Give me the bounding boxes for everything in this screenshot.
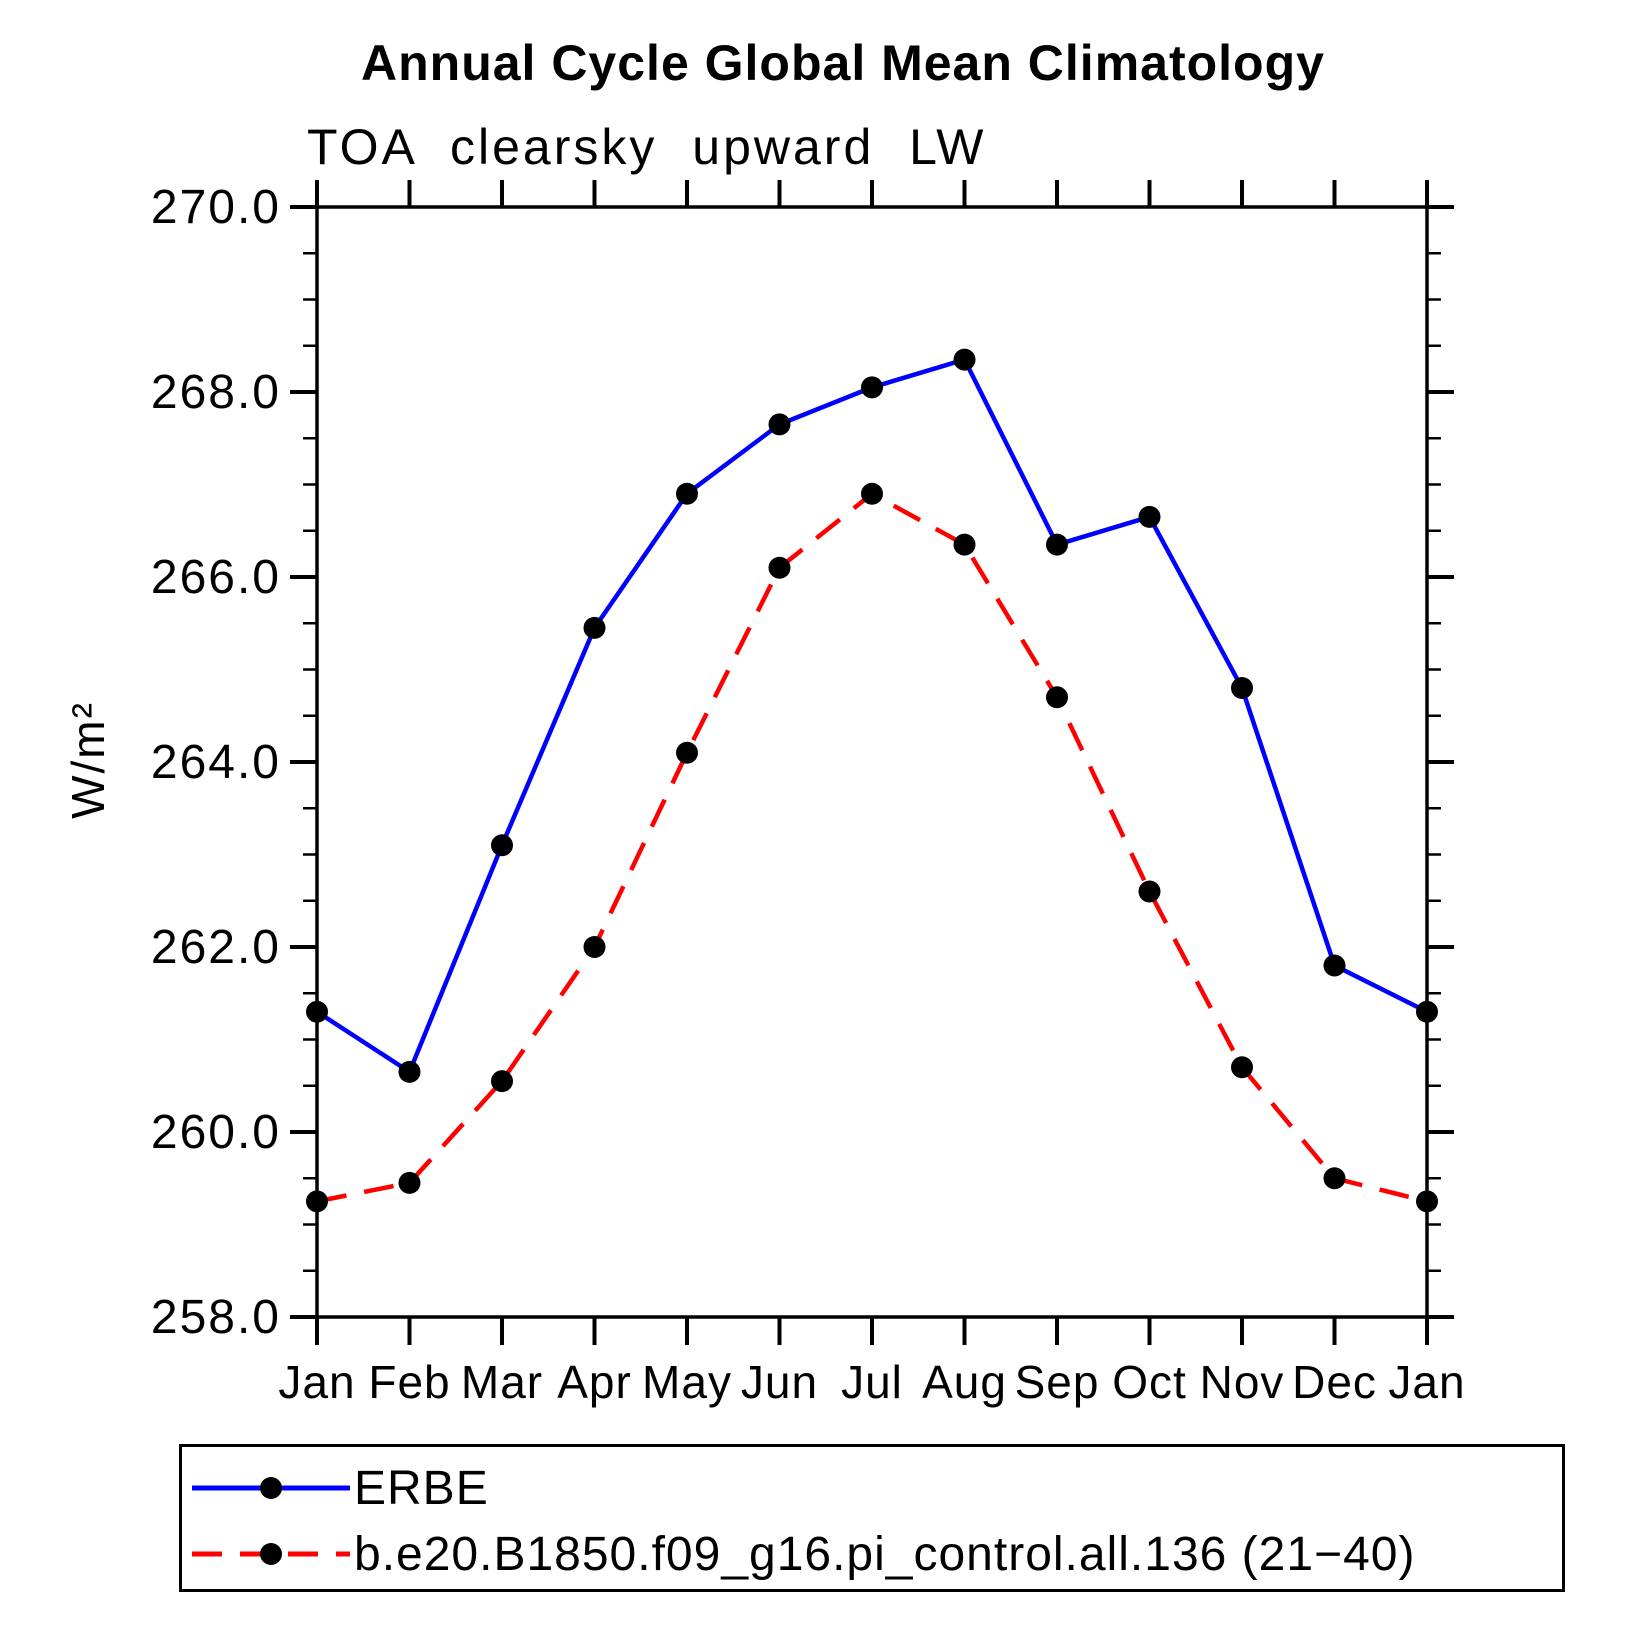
- y-tick-labels: 270.0 268.0 266.0 264.0 262.0 260.0 258.0: [151, 181, 281, 1344]
- legend-label-model: b.e20.B1850.f09_g16.pi_control.all.136 (…: [354, 1527, 1416, 1581]
- y-tick-label: 266.0: [151, 551, 281, 604]
- erbe-data-point-nov-10: [1231, 677, 1253, 699]
- model-line-sample: [192, 1543, 350, 1565]
- x-tick-label: Dec: [1292, 1356, 1377, 1408]
- model-data-point-dec-11: [1323, 1167, 1346, 1190]
- model-data-point-jun-5: [768, 556, 791, 579]
- y-tick-label: 258.0: [151, 1291, 281, 1344]
- erbe-data-point-aug-7: [953, 348, 976, 371]
- erbe-data-point-jun-5: [768, 413, 791, 436]
- x-tick-label: Nov: [1200, 1356, 1285, 1408]
- y-tick-label: 264.0: [151, 736, 281, 789]
- legend-box: ERBE b.e20.B1850.f09_g16.pi_control.all.…: [179, 1444, 1565, 1592]
- legend-label-erbe: ERBE: [354, 1461, 489, 1515]
- axis-ticks: [290, 180, 1454, 1345]
- model-line: [316, 491, 1428, 1204]
- data-series: [306, 348, 1438, 1213]
- x-tick-label: Jun: [741, 1356, 818, 1408]
- model-data-point-aug-7: [953, 533, 976, 556]
- erbe-data-point-feb-1: [398, 1060, 421, 1083]
- model-data-point-nov-10: [1231, 1056, 1253, 1079]
- y-tick-label: 270.0: [151, 181, 281, 234]
- model-data-point-feb-1: [398, 1171, 421, 1194]
- x-tick-label: Jan: [278, 1356, 355, 1408]
- erbe-line-sample: [192, 1477, 350, 1499]
- x-tick-label: May: [642, 1356, 732, 1408]
- x-tick-label: Mar: [461, 1356, 543, 1408]
- erbe-line: [315, 356, 1429, 1076]
- x-tick-label: Sep: [1015, 1356, 1100, 1408]
- legend-entry-model: b.e20.B1850.f09_g16.pi_control.all.136 (…: [190, 1521, 1415, 1587]
- model-data-point-jan-12: [1416, 1190, 1438, 1213]
- model-data-point-apr-3: [583, 936, 606, 958]
- plot-frame-box: [315, 205, 1429, 1319]
- x-tick-label: Feb: [368, 1356, 450, 1408]
- x-tick-label: Jul: [841, 1356, 903, 1408]
- x-tick-label: Aug: [922, 1356, 1007, 1408]
- model-data-point-mar-2: [491, 1070, 513, 1093]
- chart-subtitle: TOA clearsky upward LW: [307, 119, 987, 175]
- plot-frame: [315, 205, 1429, 1319]
- model-data-point-jul-6: [861, 482, 883, 505]
- erbe-data-point-jan-12: [1416, 1000, 1438, 1023]
- model-data-point-may-4: [676, 741, 698, 764]
- x-tick-label: Oct: [1112, 1356, 1187, 1408]
- erbe-data-point-jan-0: [306, 1000, 328, 1023]
- y-tick-label: 260.0: [151, 1106, 281, 1159]
- erbe-data-point-may-4: [676, 482, 698, 505]
- x-tick-label: Jan: [1388, 1356, 1465, 1408]
- erbe-data-point-mar-2: [491, 834, 513, 857]
- y-tick-label: 262.0: [151, 921, 281, 974]
- x-tick-labels: Jan Feb Mar Apr May Jun Jul Aug Sep Oct Nov Dec Jan: [278, 1356, 1465, 1408]
- x-tick-label: Apr: [557, 1356, 632, 1408]
- y-tick-label: 268.0: [151, 366, 281, 419]
- model-data-point-oct-9: [1138, 880, 1161, 903]
- erbe-data-point-jul-6: [861, 376, 883, 399]
- erbe-data-point-oct-9: [1138, 505, 1161, 528]
- erbe-data-point-sep-8: [1046, 533, 1068, 556]
- erbe-data-point-apr-3: [583, 616, 606, 639]
- legend-entry-erbe: ERBE: [190, 1455, 489, 1521]
- erbe-data-point-dec-11: [1323, 954, 1346, 977]
- model-data-point-sep-8: [1046, 686, 1068, 709]
- model-data-point-jan-0: [306, 1190, 328, 1213]
- chart-title: Annual Cycle Global Mean Climatology: [361, 35, 1325, 91]
